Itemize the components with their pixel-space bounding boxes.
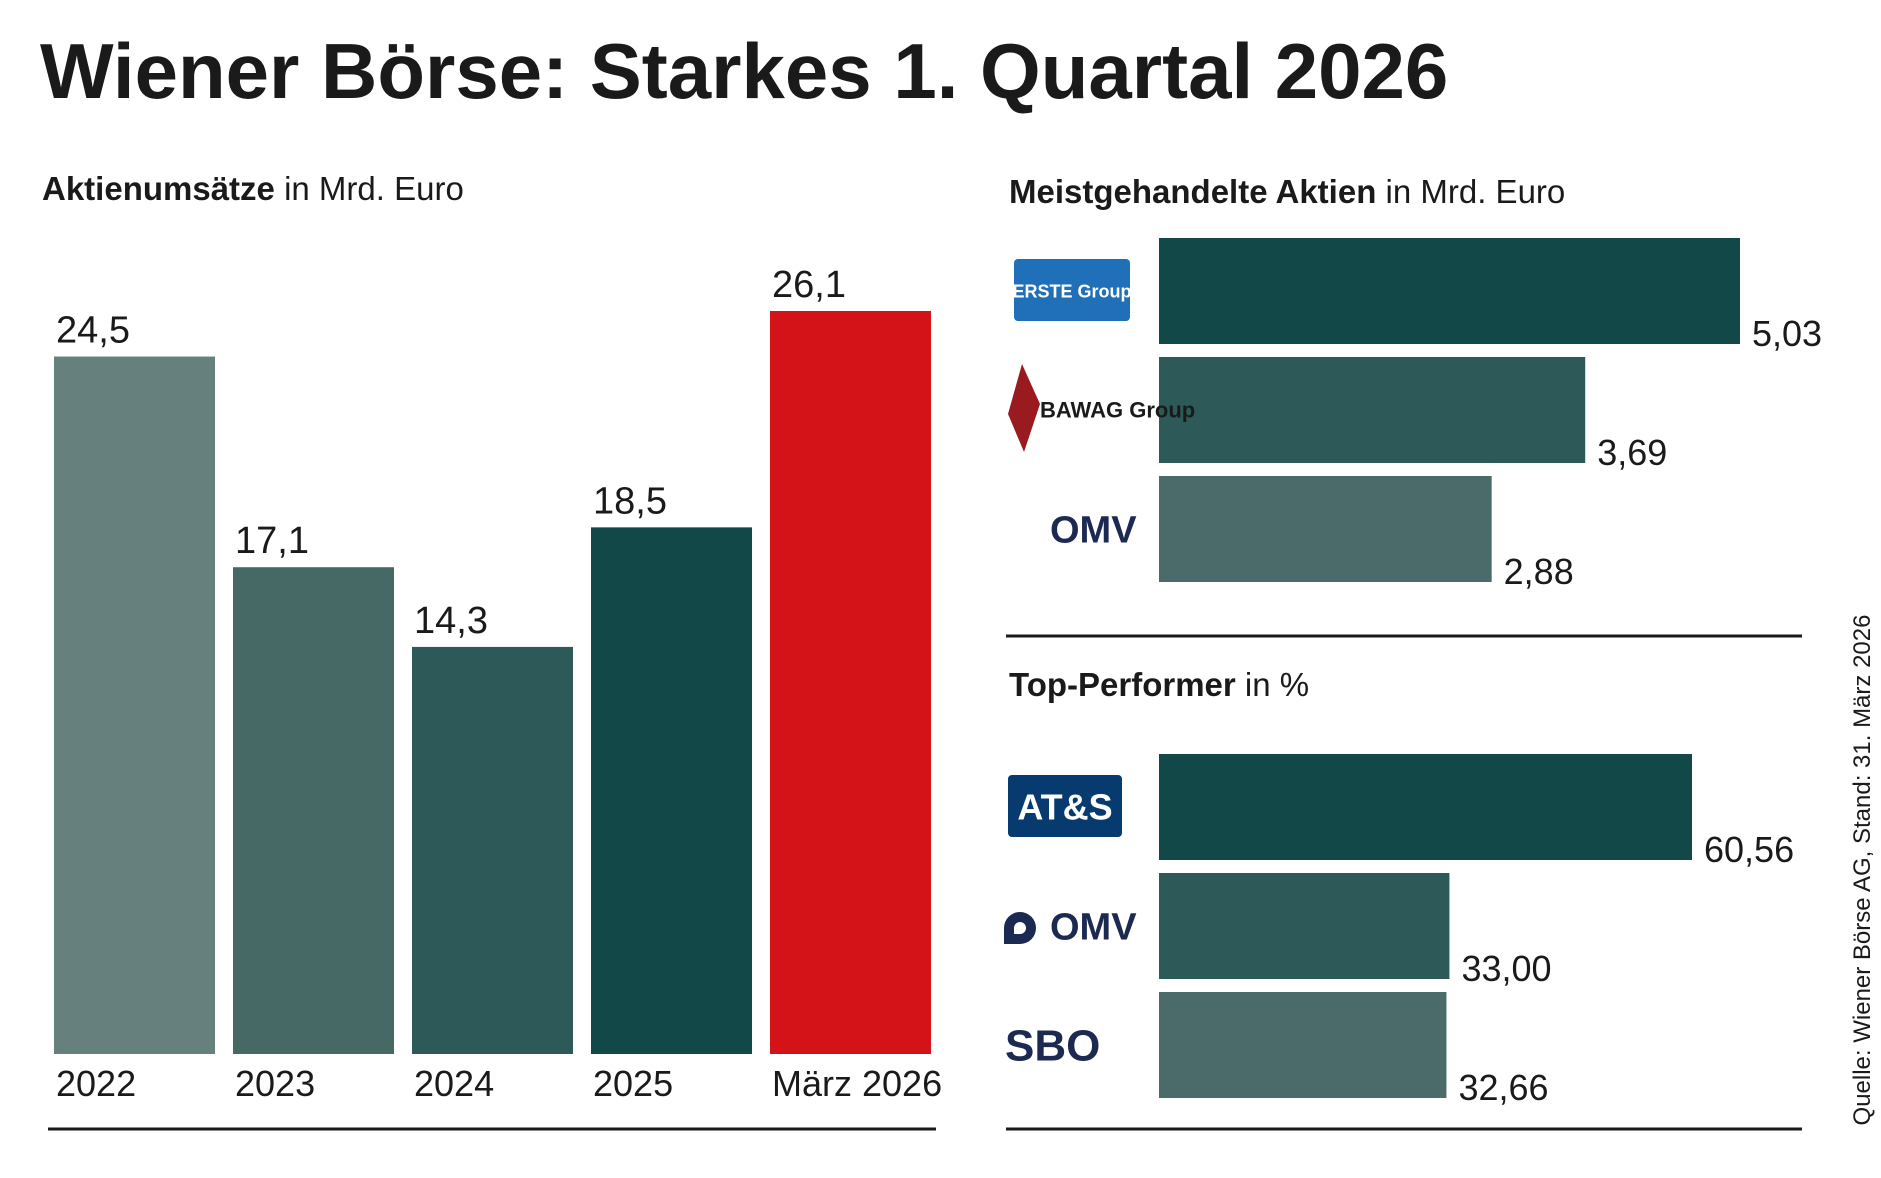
category-label: 2024 <box>414 1063 494 1104</box>
value-label: 60,56 <box>1704 829 1794 870</box>
chart-title-space <box>1376 173 1385 210</box>
category-logo: SBO <box>1005 1021 1100 1070</box>
bar <box>1159 992 1447 1098</box>
bar <box>1159 873 1450 979</box>
chart-title-space <box>1236 666 1245 703</box>
category-label: 2025 <box>593 1063 673 1104</box>
value-label: 3,69 <box>1597 432 1667 473</box>
value-label: 32,66 <box>1458 1067 1548 1108</box>
category-logo: OMV <box>1050 906 1137 948</box>
value-label: 2,88 <box>1504 551 1574 592</box>
chart-title: Top-Performer in % <box>1009 666 1309 703</box>
value-label: 24,5 <box>56 310 130 352</box>
value-label: 33,00 <box>1461 948 1551 989</box>
category-logo: OMV <box>1050 509 1137 551</box>
bar <box>233 567 394 1054</box>
value-label: 17,1 <box>235 520 309 562</box>
chart-title: Meistgehandelte Aktien in Mrd. Euro <box>1009 173 1565 210</box>
bar <box>1159 238 1740 344</box>
chart-unit: in Mrd. Euro <box>284 170 464 207</box>
value-label: 5,03 <box>1752 313 1822 354</box>
chart-title: Aktienumsätze in Mrd. Euro <box>42 170 464 207</box>
value-label: 26,1 <box>772 264 846 306</box>
bar <box>1159 357 1586 463</box>
bar <box>770 311 931 1054</box>
chart-unit: in % <box>1245 666 1309 703</box>
bar <box>1159 476 1492 582</box>
category-label: 2023 <box>235 1063 315 1104</box>
bar <box>1159 754 1692 860</box>
category-logo: AT&S <box>1017 787 1112 828</box>
bar <box>591 527 752 1054</box>
logo-mark <box>1004 912 1036 944</box>
category-label: 2022 <box>56 1063 136 1104</box>
chart-title-bold: Aktienumsätze <box>42 170 275 207</box>
source: Quelle: Wiener Börse AG, Stand: 31. März… <box>1849 615 1876 1126</box>
chart-unit: in Mrd. Euro <box>1386 173 1566 210</box>
logo-box <box>1008 775 1122 837</box>
main-title: Wiener Börse: Starkes 1. Quartal 2026 <box>40 27 1448 115</box>
value-label: 14,3 <box>414 600 488 642</box>
category-logo: BAWAG Group <box>1040 398 1195 423</box>
logo-mark <box>1008 364 1040 452</box>
category-logo: ERSTE Group <box>1012 281 1131 301</box>
value-label: 18,5 <box>593 480 667 522</box>
chart-title-space <box>275 170 284 207</box>
logo-box <box>1014 259 1130 321</box>
bar <box>54 356 215 1055</box>
chart-title-bold: Top-Performer <box>1009 666 1236 703</box>
chart-title-bold: Meistgehandelte Aktien <box>1009 173 1376 210</box>
bar <box>412 646 573 1054</box>
category-label: März 2026 <box>772 1063 942 1104</box>
